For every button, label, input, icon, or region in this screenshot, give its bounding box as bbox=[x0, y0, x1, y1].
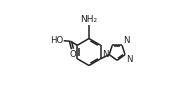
Text: N: N bbox=[126, 55, 132, 64]
Text: HO: HO bbox=[50, 36, 63, 45]
Text: N: N bbox=[123, 36, 129, 45]
Text: N: N bbox=[102, 50, 109, 59]
Text: NH₂: NH₂ bbox=[80, 15, 97, 24]
Text: O: O bbox=[70, 50, 76, 59]
